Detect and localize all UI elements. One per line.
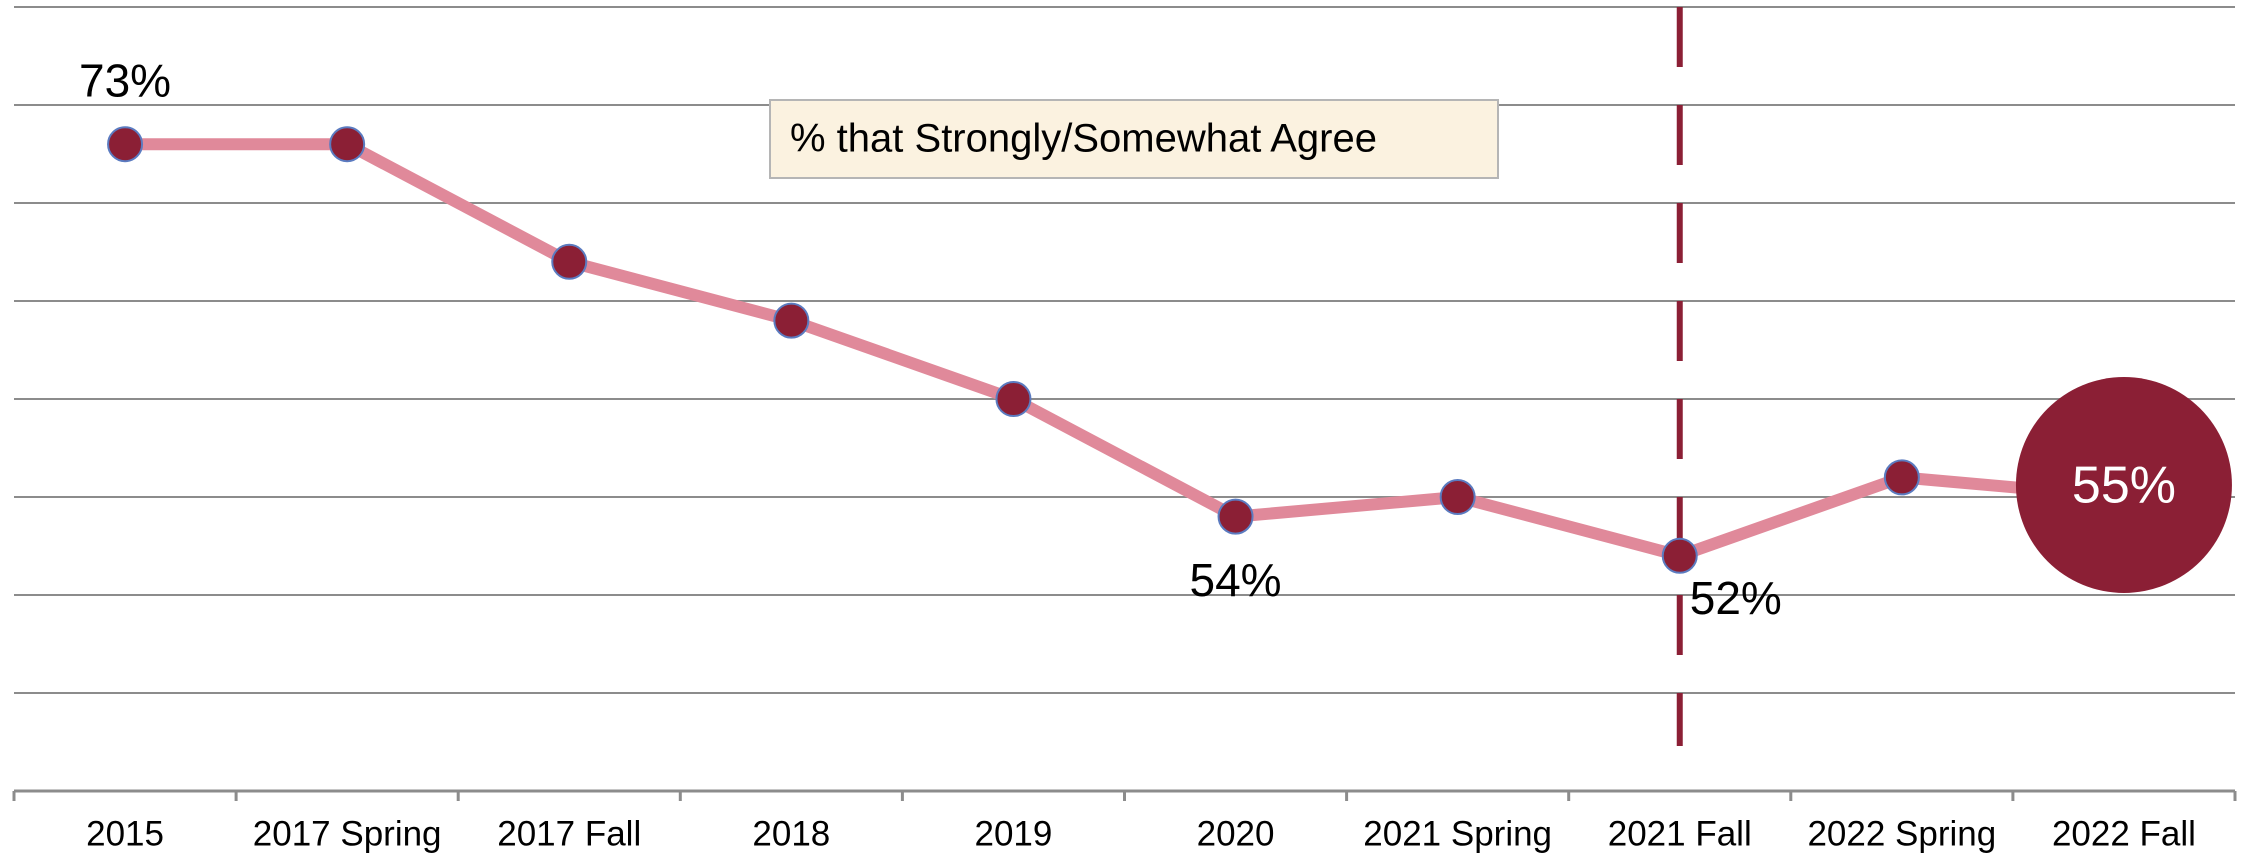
marker bbox=[107, 126, 144, 163]
x-tick-label: 2021 Fall bbox=[1608, 814, 1752, 853]
value-label: 55% bbox=[2072, 457, 2176, 515]
x-tick-label: 2018 bbox=[752, 814, 830, 853]
value-label: 52% bbox=[1690, 572, 1782, 624]
legend-box bbox=[769, 99, 1499, 179]
x-tick-label: 2017 Fall bbox=[497, 814, 641, 853]
x-tick-label: 2015 bbox=[86, 814, 164, 853]
marker bbox=[1661, 537, 1698, 574]
marker bbox=[1439, 479, 1476, 515]
marker bbox=[329, 126, 366, 163]
x-tick-label: 2022 Spring bbox=[1807, 814, 1996, 853]
grid: 2015 2017 Spring 2017 Fall 2018 2019 2020 2021… bbox=[12, 6, 2237, 853]
value-label: 73% bbox=[79, 54, 171, 106]
x-tick-label: 2017 Spring bbox=[253, 814, 442, 853]
marker bbox=[1217, 498, 1254, 535]
legend-label: % that Strongly/Somewhat Agree bbox=[790, 117, 1377, 161]
marker bbox=[1883, 459, 1920, 496]
series-line bbox=[125, 138, 2125, 562]
x-tick-label: 2022 Fall bbox=[2052, 814, 2196, 853]
marker bbox=[995, 381, 1032, 417]
highlight-marker bbox=[2015, 377, 2232, 593]
x-tick-label: 2020 bbox=[1197, 814, 1275, 853]
value-label: 54% bbox=[1190, 554, 1282, 606]
plot: 73% 54% 52% 55% bbox=[79, 54, 2232, 624]
x-tick-label: 2019 bbox=[975, 814, 1053, 853]
marker bbox=[773, 302, 810, 339]
x-tick-label: 2021 Spring bbox=[1363, 814, 1552, 853]
marker bbox=[551, 243, 588, 280]
